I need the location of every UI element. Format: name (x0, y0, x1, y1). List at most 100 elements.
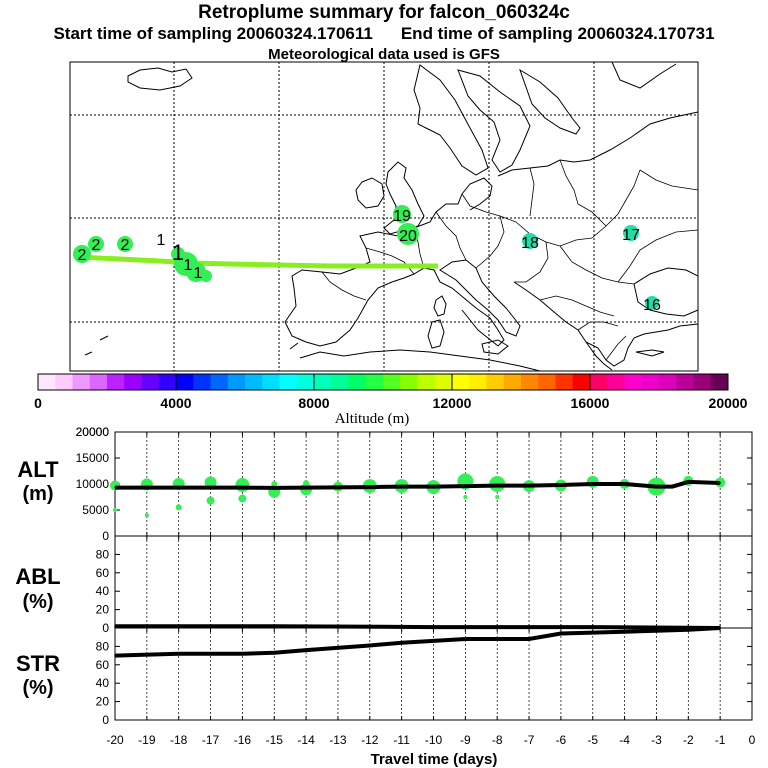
colorbar-cell (469, 374, 487, 390)
x-tick-label: -5 (587, 733, 598, 747)
series-point (687, 629, 690, 631)
time-series-panels: 0500010000150002000020000020406080020406… (76, 425, 756, 747)
series-point (464, 485, 467, 487)
map-day-label: 17 (622, 227, 640, 244)
colorbar-cell (659, 374, 677, 390)
series-point (719, 627, 721, 629)
series-point (177, 486, 180, 489)
colorbar-cell (262, 374, 280, 390)
plume-circle (88, 236, 104, 252)
colorbar-tick-label: 20000 (709, 395, 748, 411)
plume-circle (393, 205, 411, 223)
series-point (273, 487, 276, 489)
str-panel-label: STR (16, 651, 60, 676)
plume-circle (645, 296, 659, 310)
series-point (623, 483, 626, 485)
x-tick-label: -16 (234, 733, 252, 747)
colorbar-cell (245, 374, 263, 390)
x-tick-label: -7 (524, 733, 535, 747)
x-axis-label: Travel time (days) (371, 751, 498, 768)
map-day-label: 2 (121, 237, 130, 254)
plume-point (113, 508, 117, 512)
colorbar-cell (452, 374, 470, 390)
abl-panel-label: ABL (15, 564, 60, 589)
colorbar-label: Altitude (m) (335, 411, 410, 427)
colorbar-cell (314, 374, 332, 390)
chart-title: Retroplume summary for falcon_060324c (198, 2, 570, 23)
abl-panel-unit: (%) (22, 591, 53, 613)
series-point (400, 641, 403, 644)
x-tick-label: -13 (329, 733, 347, 747)
map-day-label: 18 (521, 235, 539, 252)
series-point (241, 486, 244, 489)
x-tick-label: -4 (619, 733, 630, 747)
colorbar-cell (693, 374, 712, 390)
series-point (241, 652, 244, 655)
colorbar-cell (434, 374, 453, 390)
altitude-colorbar: 0 4000 8000 12000 16000 20000 Altitude (m) (34, 373, 748, 427)
plume-point (303, 479, 310, 486)
x-tick-label: -18 (170, 733, 188, 747)
series-point (496, 638, 499, 640)
colorbar-cell (89, 374, 108, 390)
map-coastlines (84, 61, 699, 372)
colorbar-cell (486, 374, 505, 390)
series-point (209, 486, 212, 489)
colorbar-cell (503, 374, 522, 390)
series-line-str (114, 626, 721, 658)
plume-circle (200, 270, 212, 282)
colorbar-cell (607, 374, 625, 390)
series-point (528, 638, 530, 640)
map-day-label: 16 (643, 297, 661, 314)
str-panel-unit: (%) (22, 677, 53, 699)
x-tick-label: 0 (749, 733, 756, 747)
series-point (114, 486, 116, 489)
series-point (337, 486, 339, 489)
series-point (146, 486, 148, 489)
colorbar-cell (141, 374, 160, 390)
series-line-abl (115, 624, 721, 630)
series-point (623, 630, 626, 633)
y-tick-label: 20000 (76, 425, 110, 439)
series-point (369, 644, 371, 647)
plume-point (495, 495, 500, 499)
y-tick-label: 0 (102, 621, 109, 635)
plume-point (238, 494, 247, 503)
colorbar-cell (400, 374, 418, 390)
plume-circle (73, 245, 91, 263)
map-frame (69, 61, 699, 372)
plume-point (271, 481, 278, 487)
colorbar-cell (417, 374, 436, 390)
sampling-times: Start time of sampling 20060324.170611 En… (0, 24, 768, 44)
plume-point (144, 513, 149, 518)
colorbar-cell (710, 374, 729, 390)
y-tick-label: 0 (102, 529, 109, 543)
x-tick-label: -6 (556, 733, 567, 747)
map-gridlines (70, 62, 698, 371)
series-point (687, 481, 690, 483)
colorbar-tick-label: 8000 (298, 395, 329, 411)
series-point (273, 652, 276, 654)
colorbar-cell (55, 374, 73, 390)
y-tick-label: 80 (96, 639, 110, 653)
plume-circle (117, 236, 133, 252)
y-tick-label: 0 (102, 713, 109, 727)
series-point (432, 485, 435, 488)
series-point (528, 484, 530, 487)
y-tick-label: 20 (96, 695, 110, 709)
colorbar-cell (348, 374, 367, 390)
colorbar-tick-label: 0 (34, 395, 42, 411)
series-point (432, 640, 435, 642)
plume-path-line (75, 254, 438, 269)
colorbar-tick-label: 12000 (433, 395, 472, 411)
series-point (114, 625, 116, 627)
series-point (591, 631, 594, 634)
series-point (591, 483, 594, 485)
colorbar-cell (331, 374, 349, 390)
colorbar-cell (555, 374, 574, 390)
series-point (305, 486, 307, 489)
plume-circle (623, 225, 639, 241)
